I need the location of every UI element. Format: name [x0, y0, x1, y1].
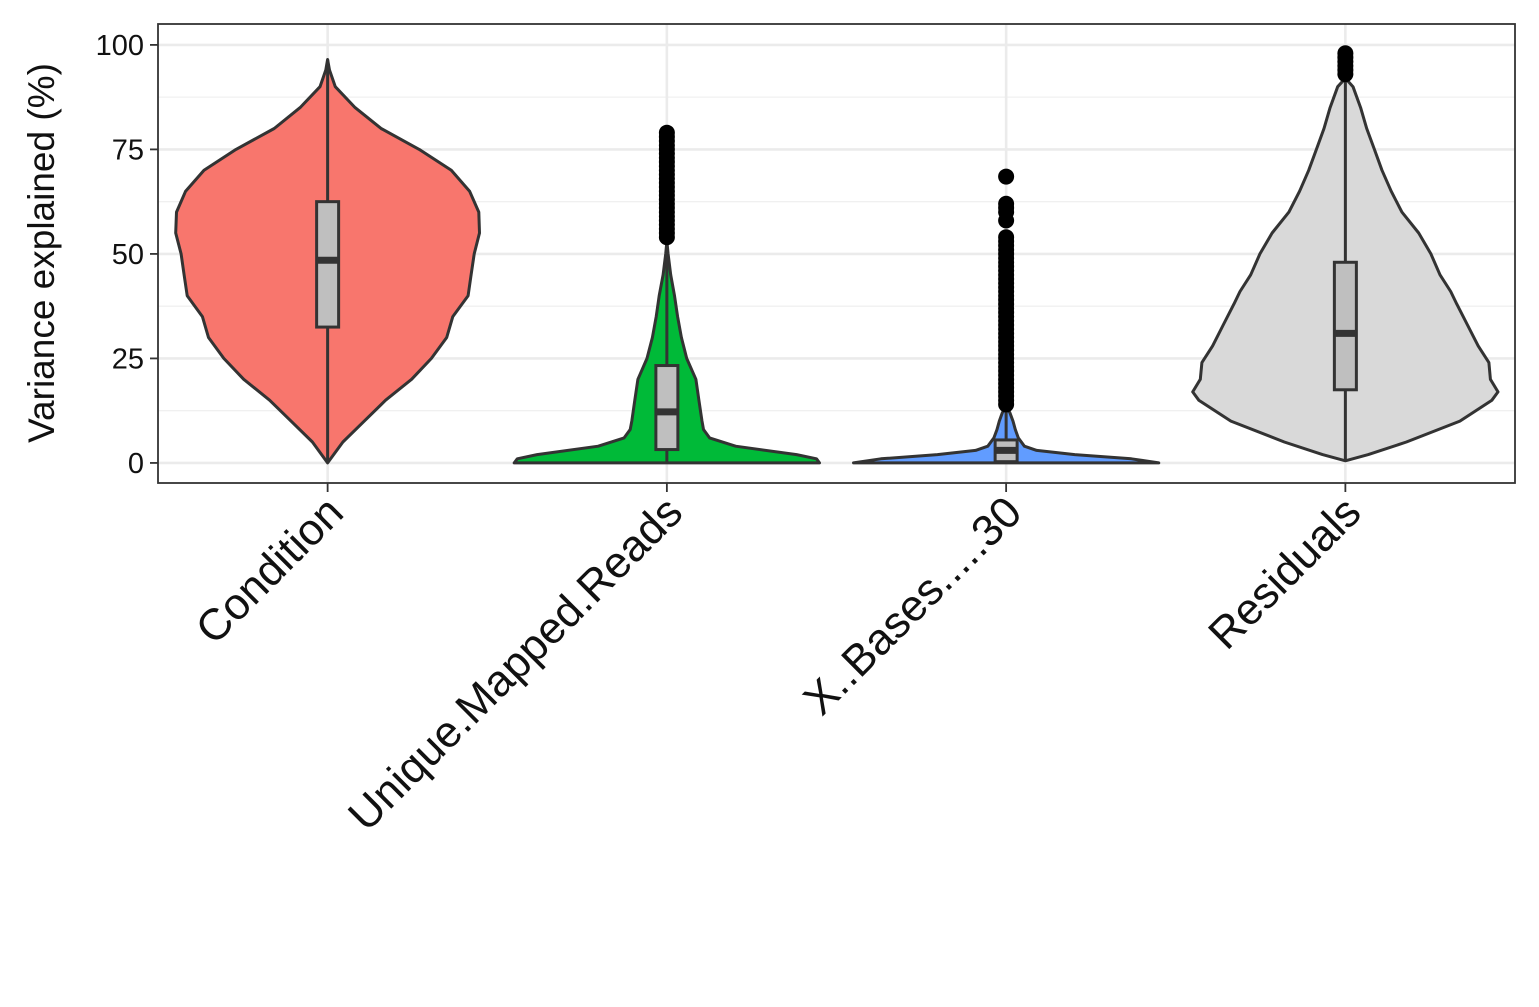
- violin-group: [174, 58, 481, 465]
- y-tick-label: 75: [112, 134, 144, 166]
- outlier-point: [998, 229, 1015, 246]
- violin-group: [852, 168, 1161, 465]
- violin-group: [512, 124, 821, 465]
- outlier-point: [1337, 45, 1354, 62]
- outlier-point: [998, 168, 1015, 185]
- y-axis-label: Variance explained (%): [21, 63, 62, 443]
- outlier-point: [658, 124, 675, 141]
- box-iqr: [654, 364, 680, 452]
- y-tick-label: 0: [128, 448, 144, 480]
- violin-group: [1191, 45, 1500, 463]
- box-iqr: [1332, 260, 1358, 392]
- y-tick-label: 25: [112, 343, 144, 375]
- y-tick-label: 100: [96, 30, 144, 62]
- box-iqr: [315, 200, 341, 329]
- y-axis: 0 25 50 75 100: [96, 30, 158, 480]
- outlier-point: [998, 195, 1015, 212]
- y-tick-label: 50: [112, 239, 144, 271]
- violins: [174, 45, 1500, 465]
